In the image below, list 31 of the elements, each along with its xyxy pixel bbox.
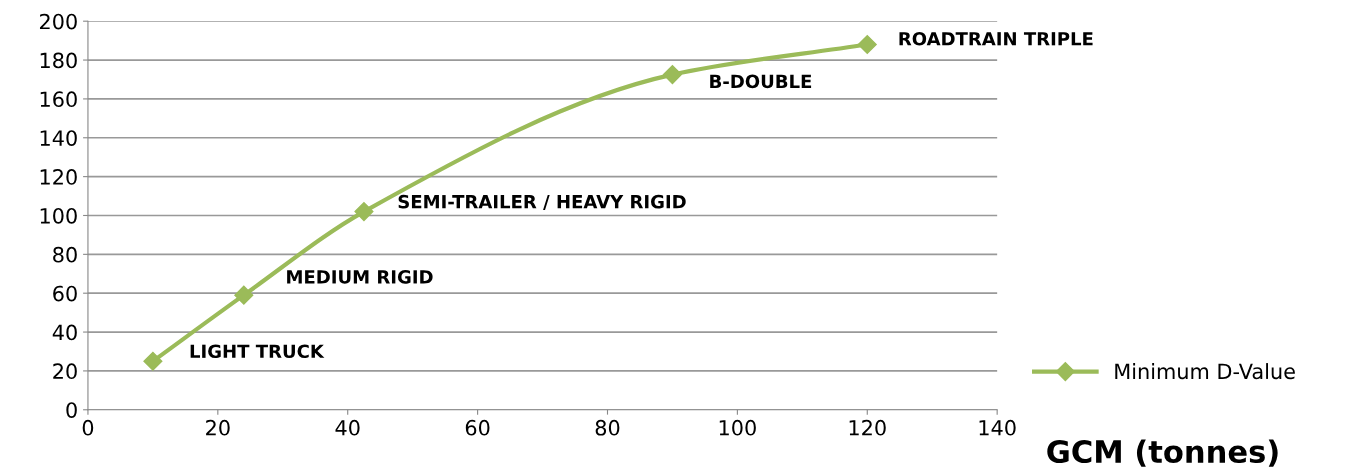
x-tick-label: 20: [206, 419, 230, 436]
y-tick-label: 180: [40, 52, 77, 69]
y-tick-label: 40: [52, 324, 77, 341]
point: [234, 285, 254, 305]
point: [662, 65, 682, 85]
y-tick-label: 100: [40, 207, 77, 224]
x-tick-label: 120: [849, 419, 886, 436]
legend-label: Minimum D-Value: [1115, 363, 1295, 380]
y-tick-label: 60: [53, 285, 77, 302]
annotation: LIGHT TRUCK: [190, 344, 325, 359]
point: [857, 34, 877, 55]
x-tick-label: 0: [82, 419, 94, 436]
y-tick-label: 200: [39, 13, 77, 30]
point: [143, 351, 163, 371]
y-tick-label: 140: [40, 130, 77, 146]
annotation: MEDIUM RIGID: [287, 270, 433, 284]
annotation: SEMI-TRAILER / HEAVY RIGID: [398, 194, 686, 210]
x-tick-label: 60: [465, 419, 490, 436]
point: [354, 202, 374, 222]
x-tick-label: 40: [335, 419, 360, 436]
annotation: B-DOUBLE: [710, 74, 812, 89]
x-tick-label: 140: [979, 419, 1016, 436]
x-tick-label: 80: [595, 419, 620, 436]
y-tick-label: 160: [40, 91, 77, 108]
x-axis-title: GCM (tonnes): [1047, 439, 1278, 467]
x-tick-label: 100: [719, 419, 756, 436]
y-tick-label: 0: [66, 402, 77, 418]
y-tick-label: 20: [53, 363, 77, 380]
annotation: ROADTRAIN TRIPLE: [899, 31, 1093, 46]
y-tick-label: 80: [53, 246, 77, 263]
y-tick-label: 120: [40, 169, 77, 185]
